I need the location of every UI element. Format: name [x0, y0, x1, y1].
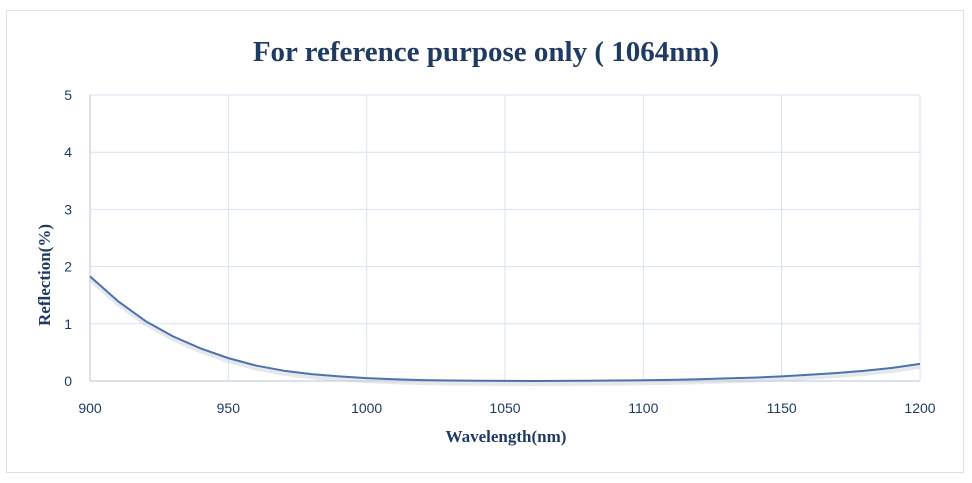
x-tick-label: 1200	[904, 400, 935, 416]
x-tick-label: 1100	[628, 400, 658, 416]
y-tick-label: 2	[64, 259, 72, 275]
series-layer	[88, 275, 921, 386]
x-tick-label: 1000	[351, 400, 382, 416]
x-tick-label: 900	[78, 400, 102, 416]
x-tick-label: 1050	[489, 400, 520, 416]
y-tick-label: 0	[64, 373, 72, 389]
y-tick-label: 1	[64, 316, 72, 332]
chart-border	[6, 10, 964, 473]
chart-title: For reference purpose only ( 1064nm)	[253, 36, 719, 68]
x-tick-label: 950	[217, 400, 241, 416]
x-axis-label: Wavelength(nm)	[446, 427, 567, 446]
tick-layer: 0 1 2 3 4 5 900 950 1000 1050 1100 1150 1200	[64, 87, 936, 416]
y-tick-label: 3	[64, 201, 72, 217]
x-tick-label: 1150	[767, 400, 797, 416]
y-tick-label: 5	[64, 87, 72, 103]
series-line-shadow	[88, 277, 921, 386]
grid-layer	[89, 94, 921, 382]
y-tick-label: 4	[64, 144, 72, 160]
series-line	[89, 275, 921, 382]
y-axis-label: Reflection(%)	[35, 224, 54, 326]
